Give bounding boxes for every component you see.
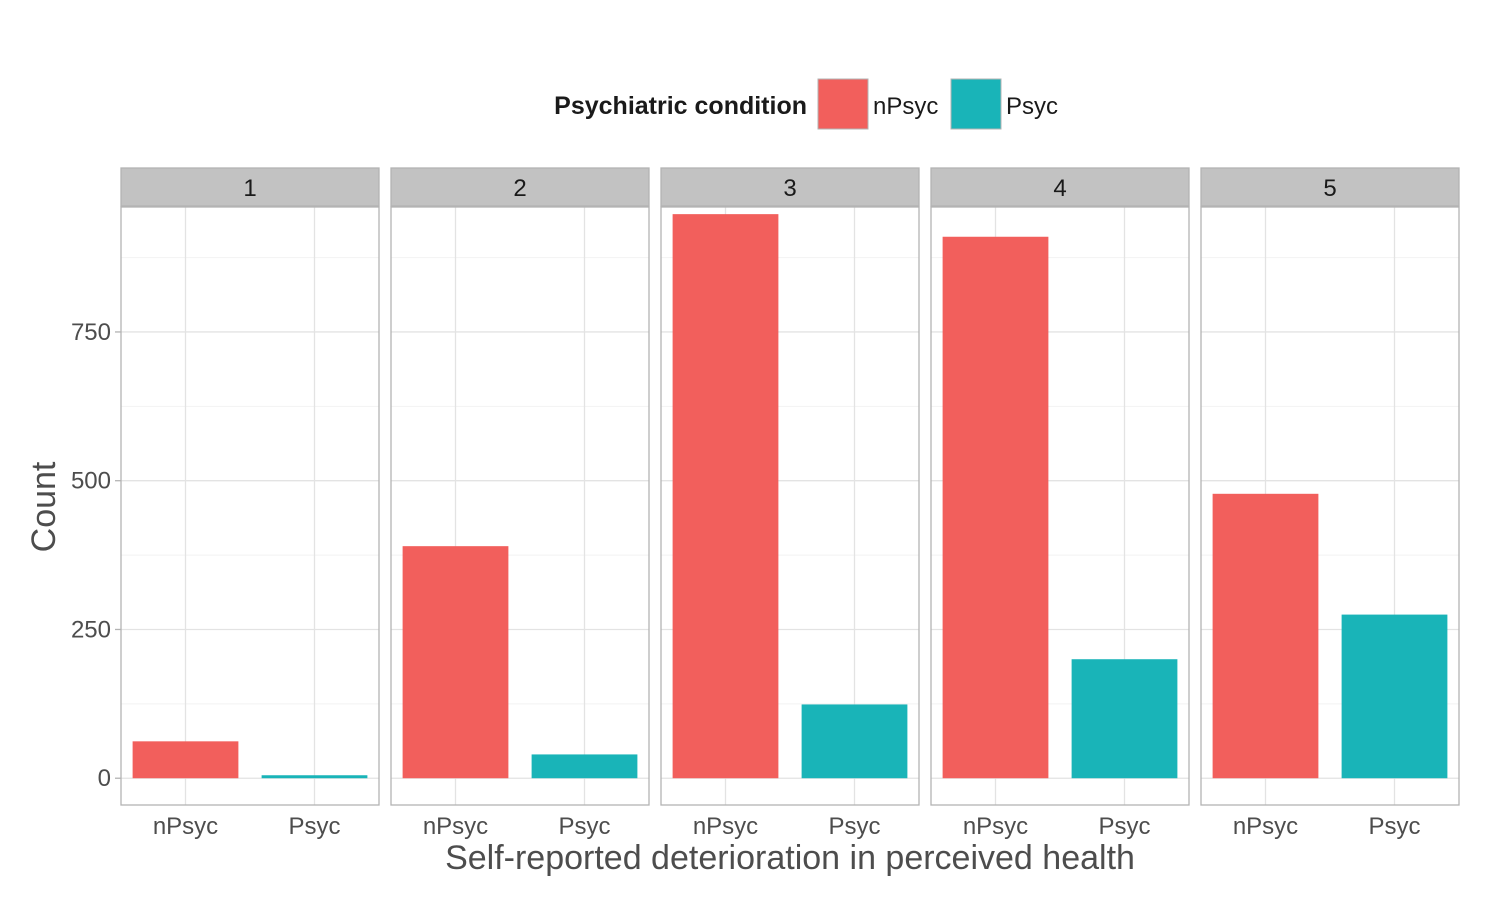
panel-border	[660, 206, 920, 806]
x-tick-label: nPsyc	[423, 813, 488, 840]
facet-strip-label: 1	[243, 175, 256, 202]
facet-strip-label: 3	[783, 175, 796, 202]
panel-border	[930, 206, 1190, 806]
facet-panel-4: 4 nPsyc Psyc	[930, 167, 1190, 840]
facet-strip-label: 5	[1323, 175, 1336, 202]
x-tick-label: Psyc	[1098, 813, 1150, 840]
facet-panels: 1 nPsyc Psyc 2 nPsyc Psyc 3 nPsyc Psyc 4 nPsyc Psyc…	[71, 167, 1460, 840]
facet-strip	[660, 167, 920, 207]
bar-npsyc	[402, 546, 509, 779]
y-axis-title: Count	[25, 461, 63, 552]
bar-npsyc	[672, 214, 779, 779]
x-tick-label: Psyc	[558, 813, 610, 840]
facet-panel-1: 1 nPsyc Psyc	[120, 167, 380, 840]
facet-strip	[930, 167, 1190, 207]
x-tick-label: nPsyc	[963, 813, 1028, 840]
x-tick-label: Psyc	[1368, 813, 1420, 840]
facet-strip	[1200, 167, 1460, 207]
x-tick-label: Psyc	[288, 813, 340, 840]
facet-panel-5: 5 nPsyc Psyc	[1200, 167, 1460, 840]
bar-npsyc	[132, 741, 239, 779]
legend-key-npsyc	[817, 78, 869, 130]
panel-border	[390, 206, 650, 806]
panel-border	[1200, 206, 1460, 806]
legend-key-psyc	[950, 78, 1002, 130]
facet-strip	[120, 167, 380, 207]
bar-psyc	[261, 775, 368, 779]
facet-strip-label: 4	[1053, 175, 1066, 202]
bar-npsyc	[1212, 493, 1319, 779]
facet-strip-label: 2	[513, 175, 526, 202]
legend-title: Psychiatric condition	[554, 92, 807, 120]
facet-panel-2: 2 nPsyc Psyc	[390, 167, 650, 840]
bar-psyc	[1071, 659, 1178, 779]
y-axis: 0 250 500 750	[71, 319, 121, 792]
bar-npsyc	[942, 236, 1049, 779]
facet-panel-3: 3 nPsyc Psyc	[660, 167, 920, 840]
y-tick-label: 250	[71, 616, 111, 643]
x-tick-label: Psyc	[828, 813, 880, 840]
y-tick-label: 750	[71, 319, 111, 346]
facet-strip	[390, 167, 650, 207]
legend-label-psyc: Psyc	[1006, 93, 1058, 120]
legend: Psychiatric condition nPsyc Psyc	[554, 78, 1058, 130]
x-tick-label: nPsyc	[153, 813, 218, 840]
legend-label-npsyc: nPsyc	[873, 93, 938, 120]
panel-border	[120, 206, 380, 806]
x-tick-label: nPsyc	[1233, 813, 1298, 840]
y-tick-label: 500	[71, 468, 111, 495]
bar-psyc	[801, 704, 908, 779]
y-tick-label: 0	[98, 765, 111, 792]
x-axis-title: Self-reported deterioration in perceived…	[445, 839, 1135, 877]
bar-psyc	[531, 754, 638, 779]
x-tick-label: nPsyc	[693, 813, 758, 840]
bar-psyc	[1341, 614, 1448, 779]
